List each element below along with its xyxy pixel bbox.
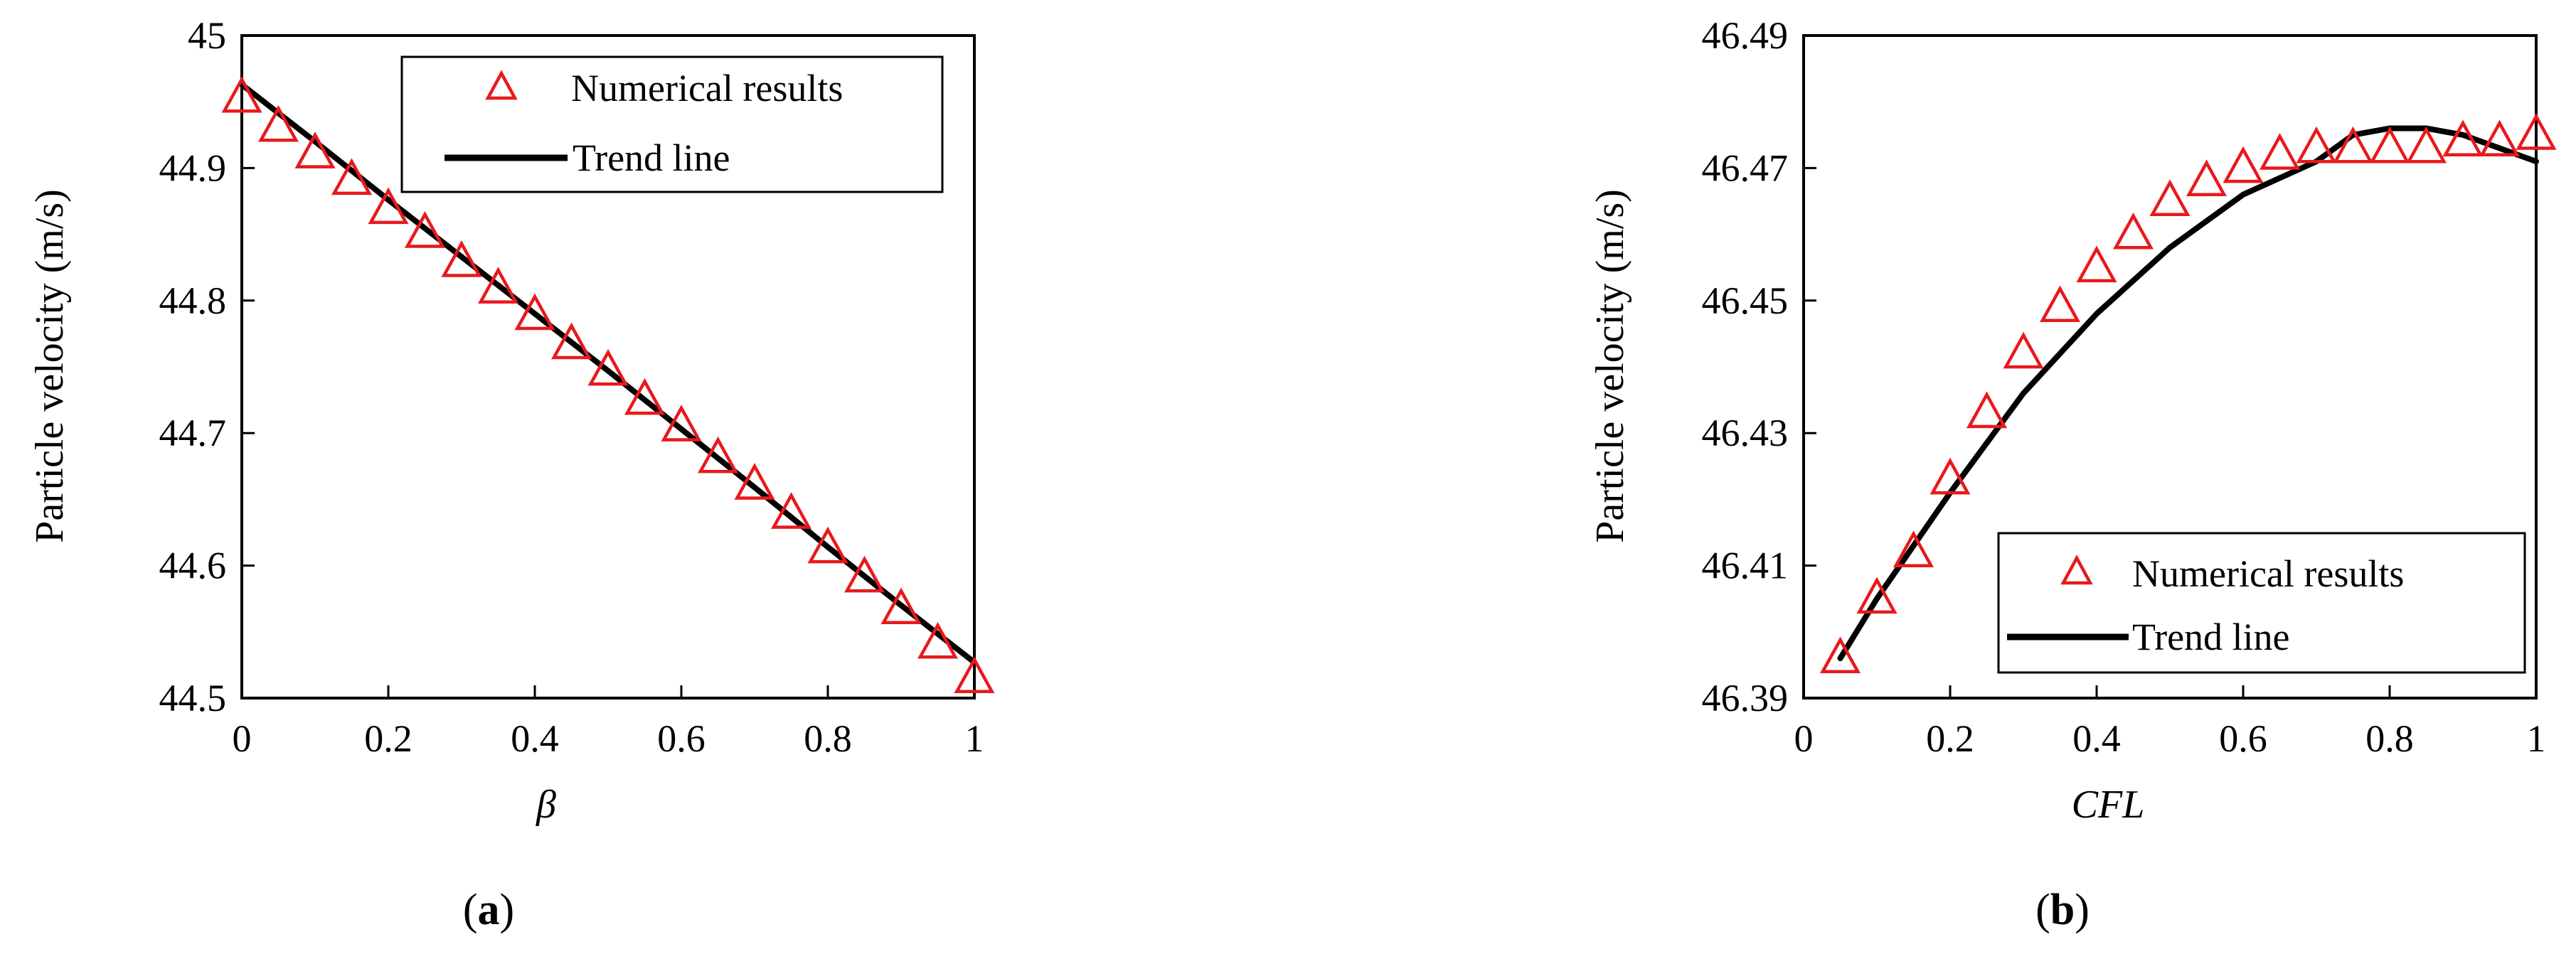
data-point-triangle — [2479, 119, 2521, 157]
legend-label-numerical: Numerical results — [571, 67, 843, 109]
data-point-triangle — [331, 158, 373, 195]
panel-label-b: (b) — [2035, 886, 2090, 934]
data-point-triangle — [2516, 113, 2557, 150]
x-tick-label: 0.4 — [2072, 717, 2121, 760]
panel-b: 0 0.2 0.4 0.6 0.8 1 46.39 46.41 46.43 46.45 46.47… — [1588, 14, 2557, 934]
plot-frame — [1802, 34, 2538, 700]
plot-frame — [240, 34, 976, 700]
x-tick-label: 0.2 — [1926, 717, 1974, 760]
data-point-triangle — [477, 267, 519, 304]
data-point-triangle — [1856, 577, 1898, 614]
y-tick-label: 44.8 — [159, 279, 227, 322]
x-tick-label: 1 — [965, 717, 984, 760]
legend-label-numerical: Numerical results — [2132, 552, 2404, 595]
data-point-triangle — [2039, 285, 2081, 323]
data-point-triangle — [2149, 179, 2191, 216]
data-point-triangle — [807, 526, 848, 564]
data-point-triangle — [587, 348, 629, 386]
data-point-triangle — [1930, 457, 1971, 495]
legend: Numerical results Trend line — [400, 55, 944, 193]
data-point-triangle — [441, 240, 482, 277]
data-point-triangle — [294, 132, 336, 168]
y-tick-label: 44.9 — [159, 146, 227, 189]
legend-marker-triangle — [485, 70, 518, 100]
y-tick-label: 45 — [188, 14, 226, 57]
data-point-triangle — [661, 404, 702, 441]
y-tick-label: 44.7 — [159, 412, 227, 454]
x-tick-label: 1 — [2527, 717, 2546, 760]
x-tick-label: 0 — [1794, 717, 1814, 760]
data-point-triangle — [2186, 159, 2228, 197]
data-point-triangle — [2369, 126, 2410, 164]
data-point-triangle — [734, 463, 775, 500]
x-tick-label: 0.2 — [364, 717, 413, 760]
y-tick-label: 46.45 — [1702, 279, 1789, 322]
data-point-triangle — [1893, 530, 1934, 567]
x-tick-label: 0.6 — [2219, 717, 2267, 760]
x-tick-label: 0.4 — [511, 717, 559, 760]
legend-marker-triangle — [2060, 554, 2093, 585]
data-point-triangle — [2405, 126, 2447, 164]
y-tick-label: 44.5 — [159, 677, 227, 719]
y-axis-ticks: 46.39 46.41 46.43 46.45 46.47 46.49 — [1702, 14, 1816, 719]
data-point-triangle — [2442, 119, 2484, 157]
panel-label-a: (a) — [463, 886, 514, 934]
data-point-triangle — [697, 436, 739, 473]
y-tick-label: 46.49 — [1702, 14, 1789, 57]
data-point-triangle — [624, 377, 666, 415]
data-point-triangle — [2332, 126, 2374, 164]
data-point-triangle — [2223, 146, 2264, 183]
legend-label-trend: Trend line — [573, 136, 730, 179]
data-point-triangle — [2003, 331, 2044, 369]
marker-layer — [221, 75, 995, 694]
legend-label-trend: Trend line — [2132, 616, 2290, 658]
x-tick-label: 0.8 — [2365, 717, 2414, 760]
panel-a: 0 0.2 0.4 0.6 0.8 1 44.5 44.6 44.7 44.8 44.9 45 Nu… — [28, 14, 995, 934]
x-tick-label: 0.8 — [804, 717, 852, 760]
y-tick-label: 46.41 — [1702, 545, 1789, 587]
data-point-triangle — [2112, 212, 2154, 250]
x-tick-label: 0.6 — [657, 717, 706, 760]
x-axis-title: CFL — [2072, 783, 2145, 827]
y-tick-label: 46.39 — [1702, 677, 1789, 719]
data-point-triangle — [221, 75, 262, 113]
legend-box — [1997, 532, 2526, 674]
x-axis-ticks: 0 0.2 0.4 0.6 0.8 1 — [1794, 685, 2546, 760]
data-point-triangle — [2076, 245, 2117, 283]
data-point-triangle — [2296, 126, 2337, 164]
y-tick-label: 44.6 — [159, 545, 227, 587]
data-point-triangle — [770, 492, 812, 529]
data-point-triangle — [404, 211, 446, 248]
y-tick-label: 46.47 — [1702, 146, 1789, 189]
y-tick-label: 46.43 — [1702, 412, 1789, 454]
y-axis-title: Particle velocity (m/s) — [28, 189, 72, 543]
data-point-triangle — [1966, 391, 2008, 429]
y-axis-ticks: 44.5 44.6 44.7 44.8 44.9 45 — [159, 14, 255, 719]
x-axis-title: β — [536, 783, 556, 827]
data-point-triangle — [917, 621, 959, 659]
data-point-triangle — [880, 587, 922, 625]
data-point-triangle — [954, 656, 995, 694]
data-point-triangle — [368, 187, 409, 225]
marker-layer — [1819, 113, 2557, 674]
data-point-triangle — [1819, 636, 1861, 674]
x-tick-label: 0 — [233, 717, 252, 760]
data-point-triangle — [550, 322, 592, 360]
legend: Numerical results Trend line — [1997, 532, 2526, 674]
x-axis-ticks: 0 0.2 0.4 0.6 0.8 1 — [233, 685, 984, 760]
data-point-triangle — [257, 104, 299, 142]
y-axis-title: Particle velocity (m/s) — [1588, 189, 1632, 543]
legend-box — [400, 55, 944, 193]
data-point-triangle — [2259, 133, 2301, 170]
data-point-triangle — [514, 293, 555, 331]
data-point-triangle — [843, 555, 885, 593]
